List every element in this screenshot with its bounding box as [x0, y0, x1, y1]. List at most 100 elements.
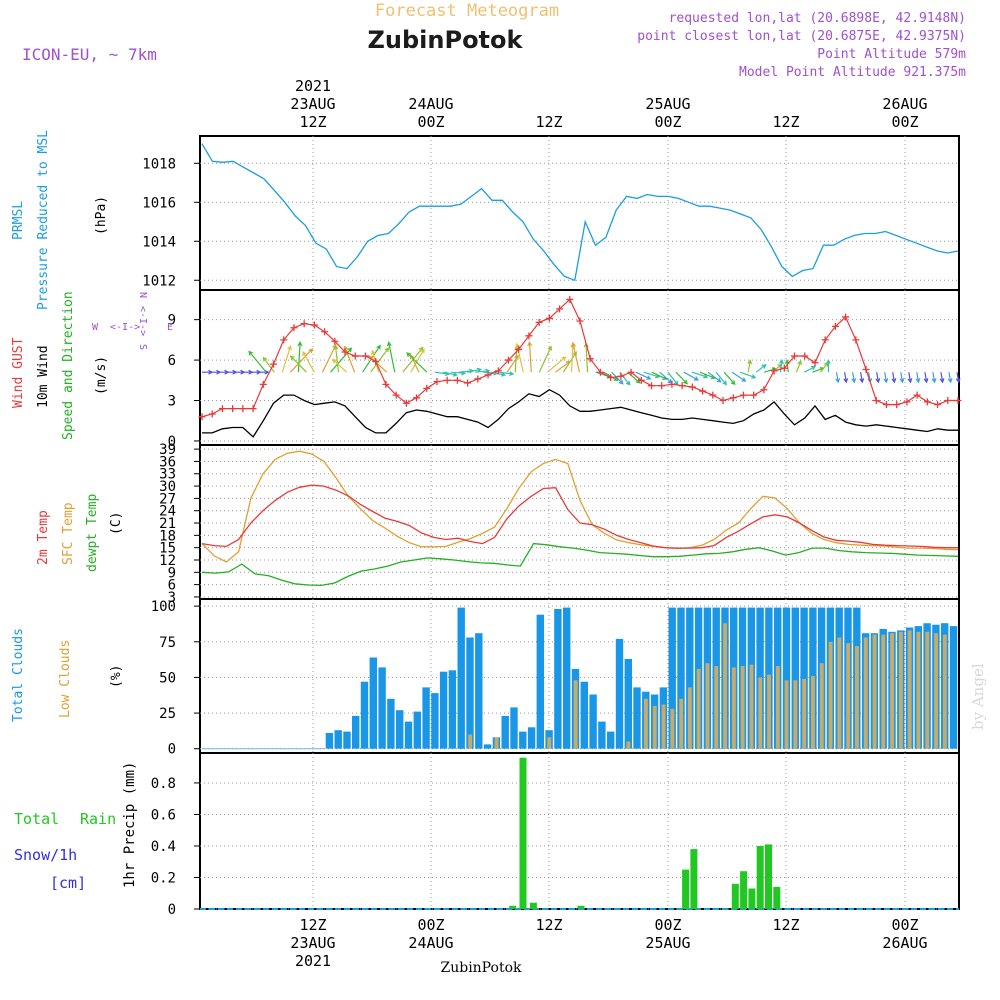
footer-station: ZubinPotok	[440, 960, 522, 976]
wind-arrow	[562, 351, 577, 373]
total-cloud-bar	[527, 727, 536, 749]
precip-rain-label: Rain	[80, 810, 116, 828]
gust-marker	[433, 378, 441, 386]
y-tick-label: 27	[159, 491, 176, 507]
snow-label: Snow/1h	[14, 846, 77, 864]
y-tick-label: 33	[159, 467, 176, 483]
precip-total-label: Total	[14, 810, 59, 828]
gust-marker	[617, 372, 625, 380]
total-cloud-bar	[360, 681, 369, 749]
low-cloud-bar	[916, 631, 921, 749]
wind-arrow	[875, 372, 881, 384]
precip-bar	[519, 757, 527, 909]
clouds-y-ticks: 0 25 50 75 100	[151, 599, 200, 758]
y-tick-label: 75	[159, 635, 176, 651]
wind-arrow	[248, 350, 267, 373]
y-tick-label: 9	[168, 313, 176, 329]
precip-bar	[682, 869, 690, 909]
wind-arrow	[747, 359, 753, 373]
temp2m-label: 2m Temp	[36, 510, 51, 565]
gust-marker	[739, 391, 747, 399]
total-cloud-bar	[343, 731, 351, 749]
total-cloud-bar	[439, 671, 448, 749]
wind-arrow	[410, 348, 425, 373]
low-cloud-bar	[705, 663, 710, 749]
gust-marker	[351, 352, 359, 360]
gust-marker	[862, 366, 870, 374]
precip-bar	[577, 905, 585, 909]
wind-arrow	[859, 372, 865, 384]
total-cloud-bar	[431, 693, 439, 749]
wind-arrow	[739, 371, 757, 379]
gust-marker	[372, 357, 380, 365]
low-cloud-bar	[494, 737, 499, 749]
low-cloud-bar	[723, 623, 727, 749]
requested-coords: requested lon,lat (20.6898E, 42.9148N)	[669, 11, 966, 26]
low-cloud-bar	[775, 666, 780, 749]
wind-arrow	[258, 369, 270, 375]
point-altitude: Point Altitude 579m	[817, 47, 966, 62]
gust-marker	[954, 397, 962, 405]
gust-marker	[321, 328, 329, 336]
top-time-label: 24AUG	[408, 95, 453, 113]
pressure-y-ticks: 1012 1014 1016 1018	[142, 156, 200, 289]
wind-arrow	[843, 372, 849, 384]
low-cloud-bar	[855, 646, 859, 749]
precip-bar	[731, 883, 739, 909]
total-cloud-bar	[475, 633, 483, 749]
y-tick-label: 6	[168, 353, 176, 369]
y-tick-label: 30	[159, 479, 176, 495]
precip-y-ticks: 0 0.2 0.4 0.6 0.8	[151, 776, 200, 918]
top-time-label: 00Z	[417, 113, 444, 131]
precip-bar	[529, 902, 537, 909]
total-cloud-bar	[325, 733, 334, 749]
wind-arrow	[731, 371, 747, 382]
wind-arrow	[883, 372, 889, 384]
low-cloud-bar	[731, 667, 736, 749]
total-cloud-bar	[448, 670, 457, 749]
total-cloud-bar	[615, 638, 624, 749]
y-tick-label: 0.4	[151, 839, 176, 855]
gust-marker	[218, 405, 226, 413]
gust-marker	[566, 295, 574, 303]
low-cloud-bar	[802, 678, 807, 749]
wind-arrow	[923, 372, 929, 384]
clouds-panel: 0 25 50 75 100 Total Clouds Low Clouds (%) b…	[11, 598, 987, 758]
gust-marker	[882, 401, 890, 409]
wind-arrow	[406, 352, 428, 373]
bottom-time-label: 00Z	[417, 916, 444, 934]
wind-panel: 0 3 6 9 Wind GUST 10m Wind Speed and Direct…	[11, 289, 962, 450]
y-tick-label: 100	[151, 599, 176, 615]
wind-arrow	[262, 356, 275, 373]
bottom-time-label: 25AUG	[645, 934, 690, 952]
total-cloud-bar	[501, 715, 509, 749]
wind-arrow	[755, 364, 767, 373]
wind-arrow	[907, 372, 913, 384]
wind-arrow	[302, 351, 315, 373]
gust-marker	[494, 367, 502, 375]
precip-bar	[748, 888, 756, 909]
pressure-unit: (hPa)	[94, 196, 109, 235]
y-tick-label: 21	[159, 516, 176, 532]
total-cloud-bar	[369, 657, 377, 749]
wind-arrow	[333, 344, 340, 373]
low-cloud-bar	[626, 741, 631, 749]
precip-panel: 0 0.2 0.4 0.6 0.8 Total Rain Snow/1h [cm] 1h…	[14, 752, 960, 918]
gust-marker	[392, 391, 400, 399]
gust-marker	[637, 376, 645, 384]
y-tick-label: 24	[159, 504, 176, 520]
y-tick-label: 0.8	[151, 776, 176, 792]
wind-arrow	[947, 372, 953, 384]
low-cloud-bar	[679, 698, 684, 749]
wind10m-label: 10m Wind	[36, 345, 51, 408]
gust-marker	[688, 383, 696, 391]
dewpoint-line	[201, 542, 959, 587]
gust-marker	[934, 401, 942, 409]
y-tick-label: 1012	[142, 273, 176, 289]
wind-arrow	[891, 372, 897, 384]
low-cloud-bar	[714, 666, 719, 749]
gust-marker	[913, 391, 921, 399]
pressure-label-desc: Pressure Reduced to MSL	[36, 130, 51, 310]
wind10m-line	[202, 388, 958, 438]
